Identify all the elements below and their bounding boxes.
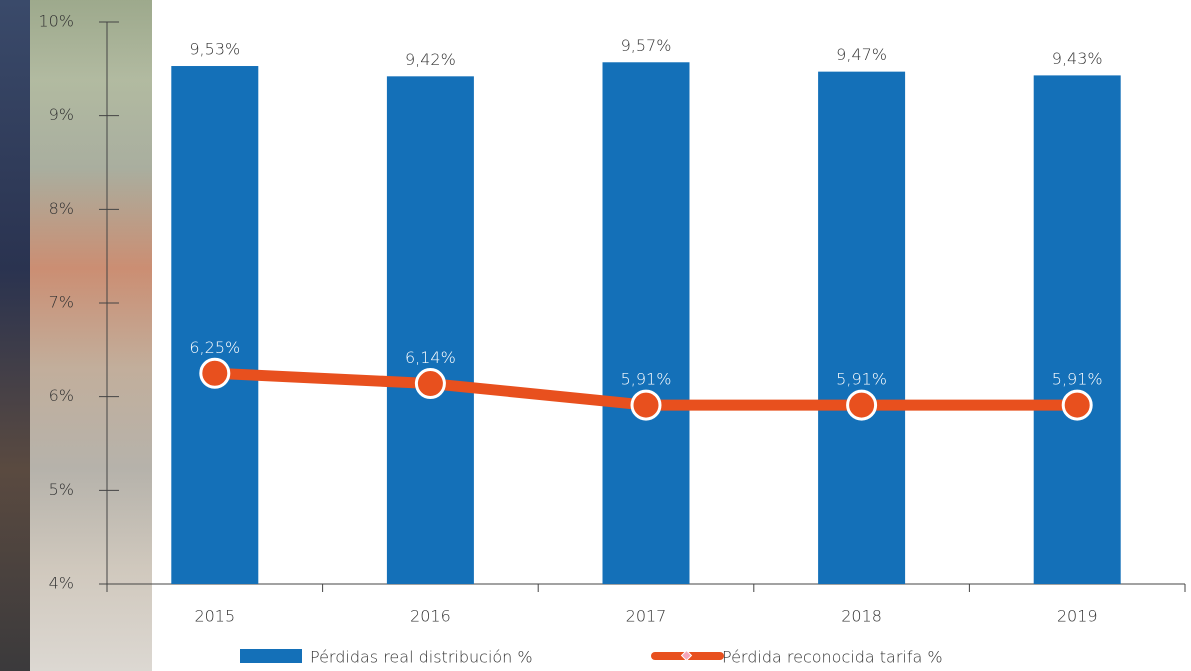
line-value-label: 6,25%: [189, 338, 240, 357]
bar: [602, 62, 690, 584]
x-tick-label: 2016: [410, 607, 451, 626]
y-tick-label: 7%: [49, 293, 74, 312]
line-marker: [199, 357, 231, 389]
line-marker: [846, 389, 878, 421]
bar-value-label: 9,57%: [621, 36, 672, 55]
background-photo-edge: [0, 0, 30, 671]
line-value-label: 5,91%: [621, 370, 672, 389]
y-tick-label: 8%: [49, 199, 74, 218]
y-tick-label: 5%: [49, 480, 74, 499]
x-tick-label: 2019: [1057, 607, 1098, 626]
bar: [386, 76, 474, 585]
legend-marker: [680, 649, 693, 662]
bar: [1033, 75, 1121, 584]
line-marker: [630, 389, 662, 421]
bar: [171, 66, 259, 585]
bar-value-label: 9,53%: [189, 40, 240, 59]
x-tick-label: 2018: [841, 607, 882, 626]
y-tick-label: 4%: [49, 574, 74, 593]
x-tick-label: 2017: [626, 607, 667, 626]
y-tick-label: 10%: [38, 12, 74, 31]
line-marker: [414, 368, 446, 400]
x-tick-label: 2015: [194, 607, 235, 626]
line-value-label: 5,91%: [1052, 370, 1103, 389]
bar-value-label: 9,43%: [1052, 49, 1103, 68]
bar-value-label: 9,47%: [836, 45, 887, 64]
y-tick-label: 9%: [49, 105, 74, 124]
bar: [818, 71, 906, 585]
line-value-label: 6,14%: [405, 348, 456, 367]
legend-label: Pérdida reconocida tarifa %: [722, 648, 943, 667]
line-value-label: 5,91%: [836, 370, 887, 389]
line-marker: [1061, 389, 1093, 421]
y-tick-label: 6%: [49, 386, 74, 405]
legend-swatch: [240, 649, 302, 663]
bar-value-label: 9,42%: [405, 50, 456, 69]
legend-label: Pérdidas real distribución %: [310, 648, 533, 667]
